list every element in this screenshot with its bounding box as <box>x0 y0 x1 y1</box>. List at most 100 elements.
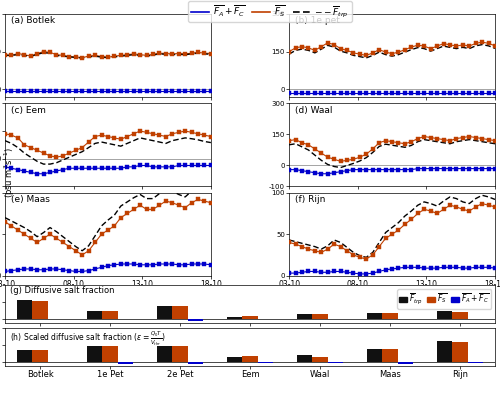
Point <box>91 88 99 94</box>
Point <box>362 271 370 277</box>
Point <box>66 268 74 274</box>
Point <box>478 90 486 96</box>
Point <box>394 166 402 173</box>
Point <box>414 165 422 172</box>
Point <box>52 266 60 272</box>
Point <box>491 165 499 172</box>
Point <box>318 170 326 177</box>
Point <box>200 198 208 204</box>
Point <box>336 46 344 52</box>
Point <box>408 216 416 222</box>
Point <box>104 227 112 233</box>
Point <box>414 135 422 142</box>
Point <box>292 166 300 173</box>
Point <box>142 206 150 212</box>
Point <box>149 51 157 58</box>
Point <box>142 52 150 58</box>
Bar <box>437 341 452 362</box>
Point <box>285 239 293 246</box>
Point <box>311 268 319 275</box>
Point <box>292 45 300 51</box>
Point <box>298 44 306 50</box>
Point <box>110 53 118 59</box>
Point <box>350 252 358 258</box>
Point <box>401 166 409 173</box>
Point <box>369 252 377 258</box>
Point <box>311 248 319 254</box>
Point <box>142 262 150 268</box>
Point <box>440 264 448 270</box>
Point <box>188 129 196 136</box>
Point <box>324 269 332 276</box>
Point <box>369 50 377 56</box>
Bar <box>118 362 133 364</box>
Point <box>318 249 326 256</box>
Point <box>156 164 164 170</box>
Bar <box>227 317 242 319</box>
Point <box>104 88 112 94</box>
Point <box>420 43 428 49</box>
Bar <box>102 346 118 362</box>
Bar <box>102 312 118 319</box>
Point <box>98 88 106 94</box>
Point <box>484 165 492 172</box>
Point <box>466 165 473 172</box>
Text: (c) Eem: (c) Eem <box>11 106 46 115</box>
Point <box>318 269 326 276</box>
Point <box>66 244 74 250</box>
Point <box>40 150 48 156</box>
Point <box>491 265 499 271</box>
Point <box>14 227 22 233</box>
Point <box>440 40 448 47</box>
Point <box>174 162 182 169</box>
Point <box>440 136 448 143</box>
Point <box>14 266 22 273</box>
Point <box>466 208 473 214</box>
Point <box>433 265 441 271</box>
Bar <box>297 314 312 319</box>
Point <box>408 90 416 96</box>
Point <box>174 50 182 57</box>
Point <box>181 51 189 57</box>
Point <box>1 164 9 170</box>
Point <box>142 88 150 94</box>
Point <box>207 262 215 268</box>
Point <box>59 166 67 173</box>
Point <box>104 133 112 140</box>
Point <box>174 202 182 208</box>
Point <box>98 264 106 270</box>
Point <box>292 241 300 247</box>
Point <box>446 42 454 48</box>
Point <box>369 270 377 276</box>
Point <box>130 206 138 212</box>
Point <box>174 88 182 94</box>
Bar <box>297 355 312 362</box>
Point <box>188 88 196 94</box>
Text: (e) Maas: (e) Maas <box>11 195 50 204</box>
Point <box>181 88 189 94</box>
Point <box>8 268 16 274</box>
Point <box>20 142 28 148</box>
Point <box>200 50 208 56</box>
Point <box>311 170 319 176</box>
Point <box>117 214 125 221</box>
Point <box>452 264 460 270</box>
Point <box>433 135 441 142</box>
Point <box>91 165 99 172</box>
Point <box>472 40 480 46</box>
Point <box>123 133 131 140</box>
Point <box>459 265 467 271</box>
Bar <box>87 346 102 362</box>
Point <box>394 49 402 55</box>
Point <box>136 128 144 134</box>
Point <box>426 265 434 271</box>
Point <box>123 88 131 94</box>
Point <box>304 268 312 275</box>
Point <box>330 42 338 48</box>
Point <box>343 47 351 54</box>
Point <box>72 268 80 275</box>
Point <box>484 136 492 143</box>
Point <box>388 231 396 237</box>
Point <box>484 264 492 270</box>
Point <box>181 262 189 268</box>
